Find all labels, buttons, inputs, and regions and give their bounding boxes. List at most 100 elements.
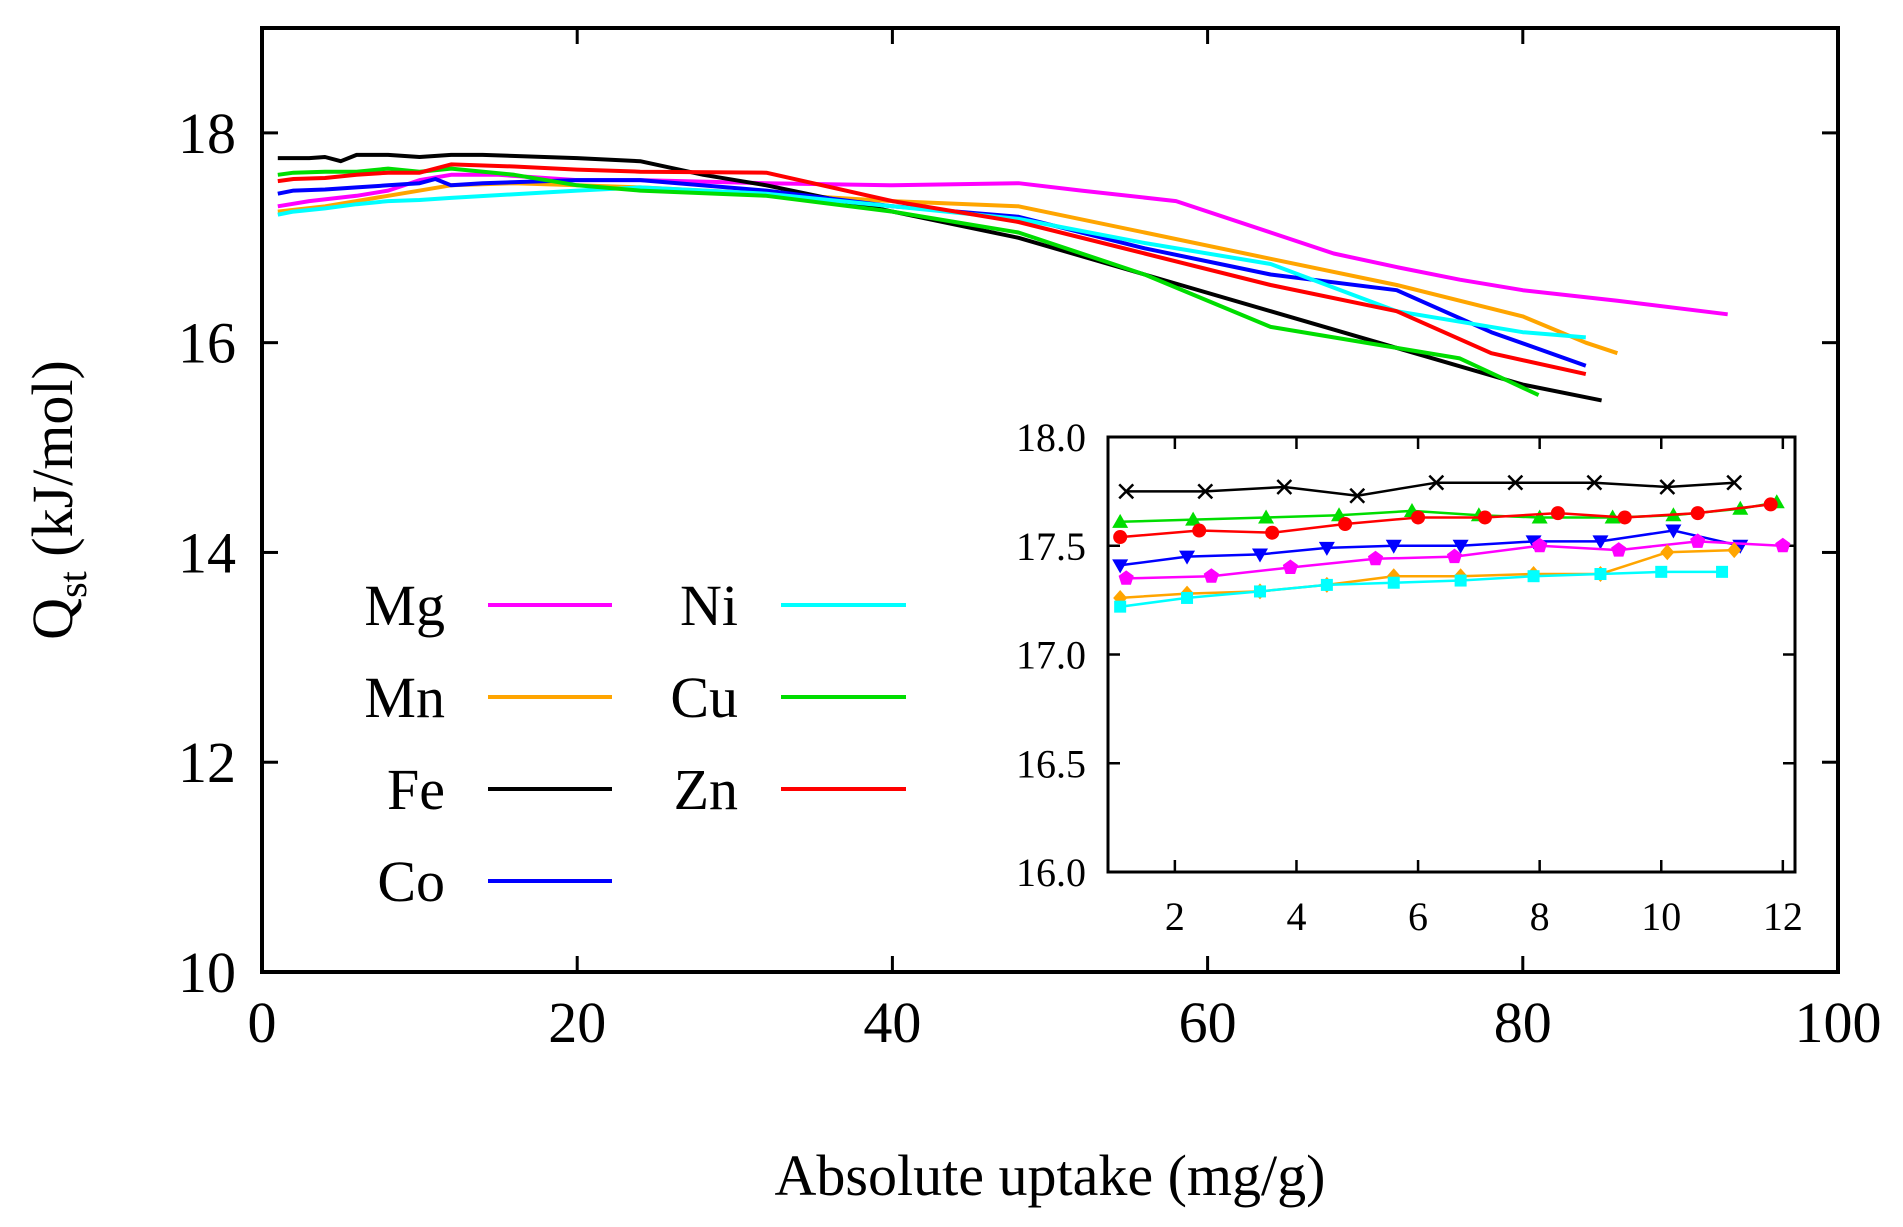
inset-marker-zn	[1763, 497, 1778, 512]
inset-marker-zn	[1265, 525, 1280, 540]
main-plot-frame	[260, 26, 1840, 974]
x-tick-label: 40	[863, 990, 921, 1055]
inset-marker-zn	[1338, 517, 1353, 531]
x-tick-label: 20	[548, 990, 606, 1055]
inset-marker-zn	[1192, 523, 1207, 538]
main-chart: 0 20 40 60 80 100 10 12 14 16 18 Absolute uptake (…	[20, 26, 1882, 1208]
inset-y-tick-label: 18.0	[1016, 415, 1086, 460]
inset-y-tick-label: 16.0	[1016, 850, 1086, 895]
inset-marker-cu	[1258, 509, 1275, 524]
legend: Mg Mn Fe Co Ni Cu Zn	[364, 573, 906, 914]
inset-marker-fe	[1349, 487, 1366, 504]
inset-background	[1108, 437, 1795, 872]
legend-label-zn: Zn	[674, 757, 738, 822]
inset-x-tick-label: 8	[1530, 894, 1550, 939]
y-tick-label: 10	[178, 940, 236, 1005]
series-line-mg	[277, 172, 1728, 317]
inset-marker-mn	[1727, 542, 1742, 559]
legend-label-cu: Cu	[670, 665, 738, 730]
inset-marker-ni	[1114, 600, 1127, 613]
inset-marker-mg	[1611, 542, 1627, 557]
inset-plot-frame	[1106, 435, 1797, 874]
y-axis-label: Qst (kJ/mol)	[20, 360, 95, 640]
inset-marker-mg	[1532, 537, 1548, 553]
inset-marker-fe	[1726, 474, 1743, 491]
legend-label-mn: Mn	[364, 665, 445, 730]
inset-marker-co	[1665, 524, 1682, 539]
inset-marker-co	[1251, 548, 1268, 563]
y-tick-label: 12	[178, 730, 236, 795]
inset-marker-fe	[1197, 483, 1214, 500]
inset-chart: 2 4 6 8 10 12 16.0 16.5 17.0 17.5 18.0	[1016, 415, 1803, 939]
inset-series-line-co	[1120, 529, 1741, 567]
inset-marker-ni	[1320, 578, 1333, 591]
inset-marker-co	[1452, 539, 1469, 554]
inset-marker-cu	[1531, 509, 1548, 524]
inset-marker-zn	[1113, 530, 1128, 545]
inset-x-tick-label: 6	[1408, 894, 1428, 939]
main-ticks: 0 20 40 60 80 100 10 12 14 16 18	[178, 28, 1882, 1055]
inset-ticks: 2 4 6 8 10 12 16.0 16.5 17.0 17.5 18.0	[1016, 415, 1803, 939]
inset-series	[1112, 474, 1791, 613]
inset-series-line-ni	[1120, 570, 1722, 608]
inset-marker-ni	[1454, 574, 1467, 587]
legend-label-co: Co	[377, 849, 445, 914]
inset-marker-ni	[1527, 570, 1540, 583]
inset-y-tick-label: 17.0	[1016, 633, 1086, 678]
inset-marker-zn	[1550, 506, 1565, 521]
series-line-cu	[277, 166, 1540, 397]
inset-marker-mg	[1282, 559, 1298, 574]
series-line-ni	[277, 185, 1586, 340]
inset-marker-fe	[1276, 479, 1293, 495]
inset-marker-cu	[1185, 511, 1202, 526]
series-line-co	[277, 177, 1587, 368]
x-tick-label: 0	[248, 990, 277, 1055]
inset-marker-ni	[1253, 585, 1266, 598]
inset-x-tick-label: 4	[1286, 894, 1306, 939]
inset-marker-co	[1385, 539, 1402, 554]
series-line-zn	[277, 162, 1587, 377]
inset-x-tick-label: 10	[1641, 894, 1681, 939]
inset-marker-fe	[1507, 474, 1524, 491]
inset-marker-fe	[1428, 474, 1445, 491]
inset-marker-fe	[1586, 474, 1603, 491]
inset-y-tick-label: 17.5	[1016, 524, 1086, 569]
inset-marker-ni	[1594, 568, 1607, 581]
inset-marker-mg	[1203, 568, 1219, 583]
inset-y-tick-label: 16.5	[1016, 741, 1086, 786]
inset-marker-co	[1179, 550, 1196, 565]
inset-marker-co	[1112, 559, 1129, 574]
inset-marker-ni	[1181, 591, 1194, 604]
x-tick-label: 100	[1795, 990, 1882, 1055]
inset-marker-ni	[1387, 576, 1400, 589]
inset-series-line-zn	[1120, 503, 1771, 539]
series-line-fe	[277, 152, 1602, 403]
inset-marker-ni	[1655, 565, 1668, 578]
inset-marker-zn	[1477, 510, 1492, 525]
x-axis-label: Absolute uptake (mg/g)	[775, 1143, 1326, 1208]
inset-marker-fe	[1118, 483, 1135, 500]
inset-marker-ni	[1716, 565, 1729, 578]
inset-marker-mg	[1446, 548, 1463, 564]
y-tick-label: 14	[178, 520, 236, 585]
inset-marker-co	[1592, 535, 1609, 550]
inset-marker-cu	[1112, 513, 1129, 528]
inset-marker-zn	[1617, 510, 1632, 525]
legend-label-mg: Mg	[364, 573, 445, 638]
inset-x-tick-label: 12	[1763, 894, 1803, 939]
main-series	[277, 152, 1728, 403]
x-tick-label: 60	[1179, 990, 1237, 1055]
inset-x-tick-label: 2	[1165, 894, 1185, 939]
y-tick-label: 18	[178, 101, 236, 166]
inset-marker-zn	[1690, 506, 1705, 521]
inset-marker-mg	[1367, 550, 1384, 566]
inset-marker-mg	[1690, 533, 1706, 548]
inset-marker-zn	[1411, 510, 1426, 525]
inset-marker-fe	[1659, 479, 1676, 495]
legend-label-ni: Ni	[680, 573, 738, 638]
inset-marker-mg	[1118, 570, 1134, 585]
inset-marker-mn	[1660, 544, 1675, 561]
legend-label-fe: Fe	[387, 757, 445, 822]
y-tick-label: 16	[178, 311, 236, 376]
